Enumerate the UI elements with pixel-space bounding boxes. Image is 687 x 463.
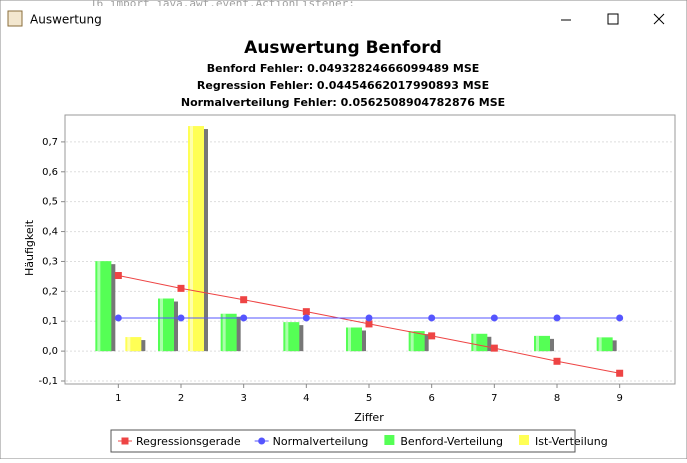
legend-marker bbox=[519, 435, 529, 445]
point bbox=[240, 314, 248, 322]
point bbox=[490, 344, 498, 352]
bar-highlight bbox=[190, 126, 193, 352]
bar-highlight bbox=[410, 331, 414, 352]
point bbox=[302, 308, 310, 316]
point bbox=[177, 284, 185, 292]
legend bbox=[110, 429, 576, 453]
legend-label: Regressionsgerade bbox=[136, 435, 241, 448]
legend-marker bbox=[258, 437, 266, 445]
bar-highlight bbox=[97, 261, 101, 352]
point bbox=[616, 314, 624, 322]
point bbox=[240, 296, 248, 304]
x-tick-label: 7 bbox=[491, 393, 497, 404]
x-tick-label: 1 bbox=[115, 393, 121, 404]
bar-highlight bbox=[473, 333, 477, 352]
x-tick-label: 4 bbox=[303, 393, 309, 404]
y-tick-label: 0,4 bbox=[42, 227, 58, 238]
point bbox=[428, 314, 436, 322]
bar-highlight bbox=[160, 298, 163, 352]
bar-highlight bbox=[348, 327, 351, 352]
chart-subtitle: Normalverteilung Fehler: 0.0562508904782… bbox=[181, 96, 505, 109]
point bbox=[553, 314, 561, 322]
x-axis-label: Ziffer bbox=[354, 411, 384, 424]
legend-marker bbox=[121, 437, 129, 445]
bar-highlight bbox=[285, 322, 289, 352]
y-tick-label: 0,6 bbox=[42, 167, 58, 178]
legend-marker bbox=[384, 435, 395, 445]
y-tick-label: 0,3 bbox=[42, 256, 58, 267]
legend-label: Ist-Verteilung bbox=[535, 435, 608, 448]
y-tick-label: 0,0 bbox=[42, 346, 58, 357]
y-tick-label: 0,7 bbox=[42, 137, 58, 148]
x-tick-label: 8 bbox=[554, 393, 560, 404]
window-title: Auswertung bbox=[30, 13, 102, 27]
chart-subtitle: Regression Fehler: 0.04454662017990893 M… bbox=[197, 79, 489, 92]
point bbox=[302, 314, 310, 322]
legend-label: Normalverteilung bbox=[273, 435, 369, 448]
chart-subtitle: Benford Fehler: 0.04932824666099489 MSE bbox=[207, 62, 480, 75]
y-axis-label: Häufigkeit bbox=[23, 219, 36, 276]
x-tick-label: 5 bbox=[366, 393, 372, 404]
x-tick-label: 9 bbox=[616, 393, 622, 404]
plot-area bbox=[64, 114, 676, 385]
point bbox=[177, 314, 185, 322]
app-icon bbox=[7, 10, 23, 27]
bar-highlight bbox=[598, 337, 602, 352]
bar-highlight bbox=[222, 313, 226, 352]
point bbox=[428, 332, 436, 340]
y-tick-label: 0,1 bbox=[42, 316, 58, 327]
point bbox=[114, 314, 122, 322]
point bbox=[114, 272, 122, 280]
title-bar bbox=[1, 6, 686, 36]
close-button[interactable] bbox=[653, 13, 665, 25]
legend-label: Benford-Verteilung bbox=[400, 435, 503, 448]
point bbox=[365, 320, 373, 328]
bar-highlight bbox=[536, 335, 539, 352]
maximize-button[interactable] bbox=[607, 13, 619, 25]
point bbox=[365, 314, 373, 322]
point bbox=[616, 369, 624, 377]
bar-highlight bbox=[127, 337, 131, 352]
y-tick-label: -0,1 bbox=[38, 376, 58, 387]
y-tick-label: 0,5 bbox=[42, 197, 58, 208]
point bbox=[553, 357, 561, 365]
background-code: 16 import java.awt.event.ActionListener; bbox=[90, 0, 355, 10]
x-tick-label: 6 bbox=[428, 393, 434, 404]
chart-title: Auswertung Benford bbox=[244, 38, 442, 58]
point bbox=[490, 314, 498, 322]
x-tick-label: 3 bbox=[240, 393, 246, 404]
y-tick-label: 0,2 bbox=[42, 286, 58, 297]
x-tick-label: 2 bbox=[178, 393, 184, 404]
